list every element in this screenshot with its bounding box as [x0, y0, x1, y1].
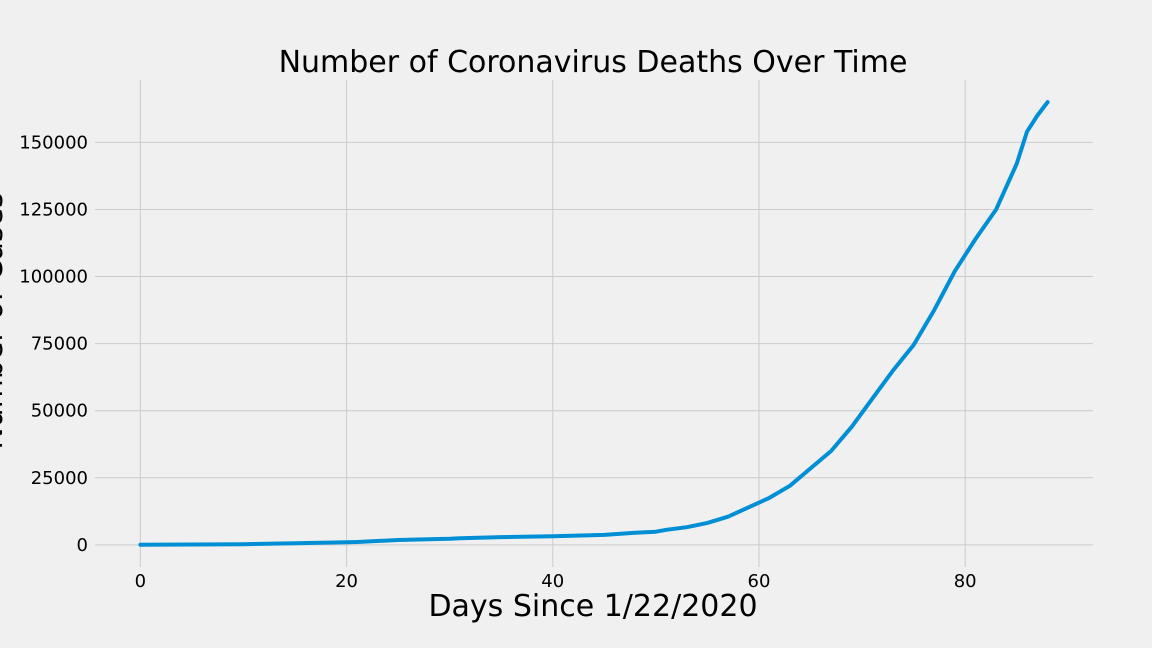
x-tick-labels: 0 20 40 60 80 — [135, 571, 977, 592]
chart-title: Number of Coronavirus Deaths Over Time — [279, 45, 908, 80]
y-gridlines — [95, 141, 1093, 546]
y-tick-label: 0 — [77, 535, 88, 556]
y-tick-label: 150000 — [19, 132, 88, 153]
x-tick-label: 20 — [335, 571, 358, 592]
x-tick-label: 40 — [541, 571, 564, 592]
x-axis-label: Days Since 1/22/2020 — [428, 589, 757, 624]
x-tick-label: 60 — [748, 571, 771, 592]
x-tick-label: 80 — [954, 571, 977, 592]
y-tick-label: 100000 — [19, 267, 88, 288]
deaths-series-line — [138, 100, 1050, 547]
x-tick-label: 0 — [135, 571, 146, 592]
y-axis-label: Number of Cases — [0, 192, 10, 450]
y-tick-label: 50000 — [31, 401, 88, 422]
y-tick-label: 25000 — [31, 468, 88, 489]
x-gridlines — [139, 80, 966, 567]
y-tick-label: 125000 — [19, 199, 88, 220]
y-tick-labels: 0 25000 50000 75000 100000 125000 150000 — [19, 132, 88, 555]
y-tick-label: 75000 — [31, 334, 88, 355]
